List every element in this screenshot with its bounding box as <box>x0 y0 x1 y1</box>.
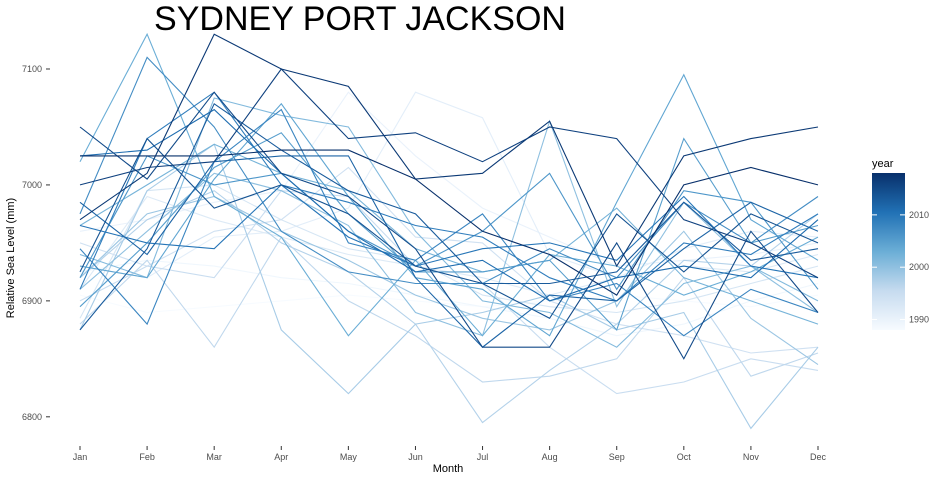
series-line-2002 <box>79 143 819 325</box>
legend-title: year <box>872 158 894 170</box>
legend-ticks: 1990 2000 2010 <box>872 210 929 325</box>
x-axis-title: Month <box>433 463 464 475</box>
x-tick-label: Sep <box>609 452 625 462</box>
x-tick-label: Jun <box>408 452 423 462</box>
series-line-1989 <box>79 259 819 337</box>
series-line-2014 <box>79 137 819 320</box>
legend-tick-label: 2010 <box>909 210 929 220</box>
series-layer <box>79 32 819 430</box>
x-tick-label: May <box>340 452 358 462</box>
series-line-2007 <box>79 56 819 285</box>
series-line-2012 <box>79 155 819 348</box>
x-tick-label: Dec <box>810 452 827 462</box>
x-tick-label: Aug <box>542 452 558 462</box>
x-tick-label: Feb <box>139 452 155 462</box>
y-axis: 6800 6900 7000 7100 <box>22 64 50 422</box>
x-tick-label: Jul <box>477 452 489 462</box>
series-line-2015 <box>79 91 819 360</box>
series-line-2016 <box>79 68 819 279</box>
series-line-2011 <box>79 108 819 302</box>
x-tick-label: Apr <box>274 452 288 462</box>
y-tick-label: 7100 <box>22 64 42 74</box>
x-tick-label: Oct <box>677 452 692 462</box>
x-tick-label: Mar <box>206 452 222 462</box>
chart-title: SYDNEY PORT JACKSON <box>154 0 566 38</box>
series-line-2018 <box>80 149 819 296</box>
legend: year 1990 2000 2010 <box>872 158 929 330</box>
series-line-1988 <box>79 294 819 314</box>
series-line-1991 <box>79 91 819 279</box>
y-axis-title: Relative Sea Level (mm) <box>5 198 17 318</box>
x-tick-label: Jan <box>73 452 88 462</box>
y-tick-label: 6900 <box>22 296 42 306</box>
series-line-1996 <box>79 236 819 383</box>
series-line-2000 <box>79 119 819 337</box>
series-line-1992 <box>79 195 819 296</box>
legend-colorbar <box>872 173 905 330</box>
series-line-1999 <box>79 195 819 366</box>
y-tick-label: 7000 <box>22 180 42 190</box>
legend-tick-label: 2000 <box>909 262 929 272</box>
series-line-2010 <box>79 184 819 279</box>
series-line-2017 <box>79 33 819 268</box>
x-axis: Jan Feb Mar Apr May Jun Jul Aug Sep Oct Nov Dec <box>73 446 827 462</box>
series-line-1990 <box>79 91 819 267</box>
series-line-2013 <box>79 102 819 331</box>
series-line-2009 <box>79 91 819 302</box>
legend-tick-label: 1990 <box>909 315 929 325</box>
series-line-2008 <box>79 108 819 337</box>
y-tick-label: 6800 <box>22 412 42 422</box>
series-line-1998 <box>79 143 819 430</box>
x-tick-label: Nov <box>743 452 760 462</box>
series-line-1993 <box>79 184 819 319</box>
series-line-2003 <box>79 32 819 337</box>
